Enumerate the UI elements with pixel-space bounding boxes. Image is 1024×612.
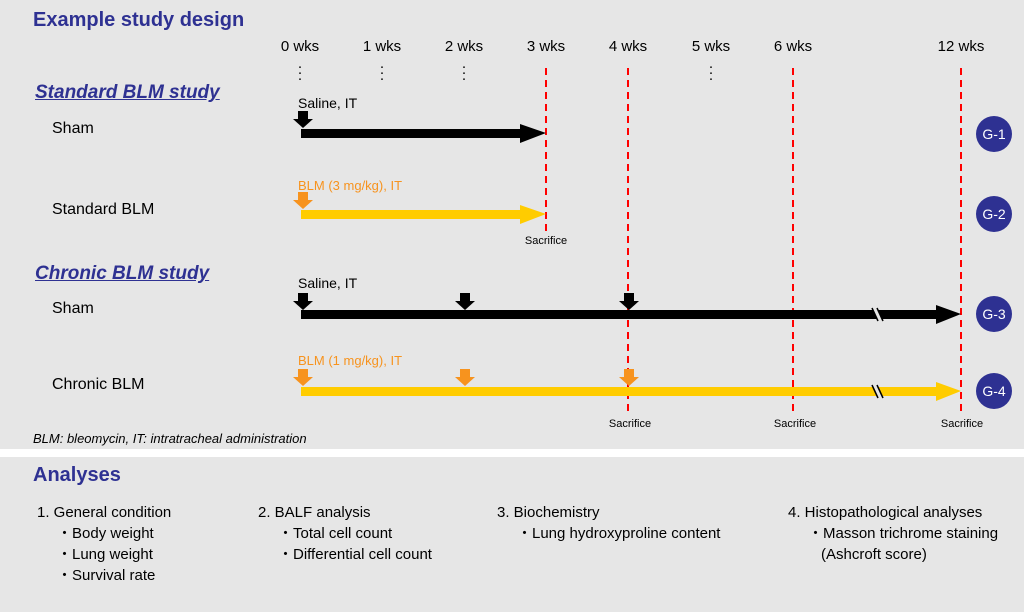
analysis-column-general: 1. General condition ・Body weight ・Lung … <box>37 502 171 586</box>
sacrifice-label: Sacrifice <box>773 418 817 430</box>
group-badge-g1: G-1 <box>976 116 1012 152</box>
analysis-column-histopathology: 4. Histopathological analyses ・Masson tr… <box>788 502 998 565</box>
arrow-head <box>520 205 546 224</box>
analysis-item: ・Lung weight <box>57 546 153 563</box>
arrow-head <box>520 124 546 143</box>
chronic-blm-dose: BLM (1 mg/kg), IT <box>298 353 403 368</box>
chronic-sham-label: Sham <box>52 300 94 317</box>
injection-arrow <box>455 293 475 310</box>
week-label-6: 6 wks <box>773 38 813 55</box>
group-badge-g2: G-2 <box>976 196 1012 232</box>
analysis-item: ・Body weight <box>57 525 154 542</box>
blm-bar <box>301 210 522 219</box>
sacrifice-label: Sacrifice <box>608 418 652 430</box>
chronic-blm-label: Chronic BLM <box>52 376 145 393</box>
injection-arrow <box>293 111 313 128</box>
sham-bar <box>301 310 941 319</box>
standard-sham-label: Sham <box>52 120 94 137</box>
group-badge-g3: G-3 <box>976 296 1012 332</box>
blm-bar <box>301 387 941 396</box>
injection-arrow <box>619 293 639 310</box>
analyses-title: Analyses <box>33 464 121 486</box>
sacrifice-label: Sacrifice <box>524 235 568 247</box>
analyses-panel <box>0 457 1024 612</box>
injection-arrow <box>293 192 313 209</box>
week-label-3: 3 wks <box>526 38 566 55</box>
chronic-sham-dose: Saline, IT <box>298 275 358 291</box>
week-label-1: 1 wks <box>362 38 402 55</box>
timeline-diagram <box>293 68 962 412</box>
week-label-0: 0 wks <box>280 38 320 55</box>
timeline-dots: · · · <box>708 58 714 87</box>
injection-arrow <box>293 293 313 310</box>
timeline-dots: · · · <box>461 58 467 87</box>
analysis-heading: 1. General condition <box>37 504 172 521</box>
analysis-column-balf: 2. BALF analysis ・Total cell count ・Diff… <box>258 502 432 565</box>
analysis-item: ・Masson trichrome staining <box>808 525 999 542</box>
injection-arrow <box>619 369 639 386</box>
abbreviation-note: BLM: bleomycin, IT: intratracheal admini… <box>33 431 307 446</box>
analysis-item: ・Lung hydroxyproline content <box>517 525 721 542</box>
standard-study-title: Standard BLM study <box>35 82 220 103</box>
analysis-item: (Ashcroft score) <box>821 546 927 563</box>
chronic-study-title: Chronic BLM study <box>35 263 210 284</box>
axis-break-mark <box>871 384 884 399</box>
analysis-column-biochemistry: 3. Biochemistry ・Lung hydroxyproline con… <box>497 502 720 544</box>
week-label-4: 4 wks <box>608 38 648 55</box>
arrow-head <box>936 382 961 401</box>
injection-arrow <box>293 369 313 386</box>
analysis-heading: 3. Biochemistry <box>497 504 600 521</box>
analysis-item: ・Survival rate <box>57 567 156 584</box>
group-badge-g4: G-4 <box>976 373 1012 409</box>
week-label-2: 2 wks <box>444 38 484 55</box>
timeline-dots: · · · <box>379 58 385 87</box>
axis-break-mark <box>871 307 884 322</box>
standard-blm-label: Standard BLM <box>52 201 155 218</box>
analysis-heading: 2. BALF analysis <box>258 504 371 521</box>
week-label-12: 12 wks <box>937 38 985 55</box>
standard-sham-dose: Saline, IT <box>298 95 358 111</box>
arrow-head <box>936 305 961 324</box>
study-design-title: Example study design <box>33 9 245 31</box>
week-label-5: 5 wks <box>691 38 731 55</box>
sacrifice-label: Sacrifice <box>940 418 984 430</box>
injection-arrow <box>455 369 475 386</box>
analysis-heading: 4. Histopathological analyses <box>788 504 983 521</box>
analysis-item: ・Total cell count <box>278 525 393 542</box>
timeline-dots: · · · <box>297 58 303 87</box>
analysis-item: ・Differential cell count <box>278 546 432 563</box>
sham-bar <box>301 129 522 138</box>
study-design-panel <box>0 0 1024 449</box>
standard-blm-dose: BLM (3 mg/kg), IT <box>298 178 403 193</box>
